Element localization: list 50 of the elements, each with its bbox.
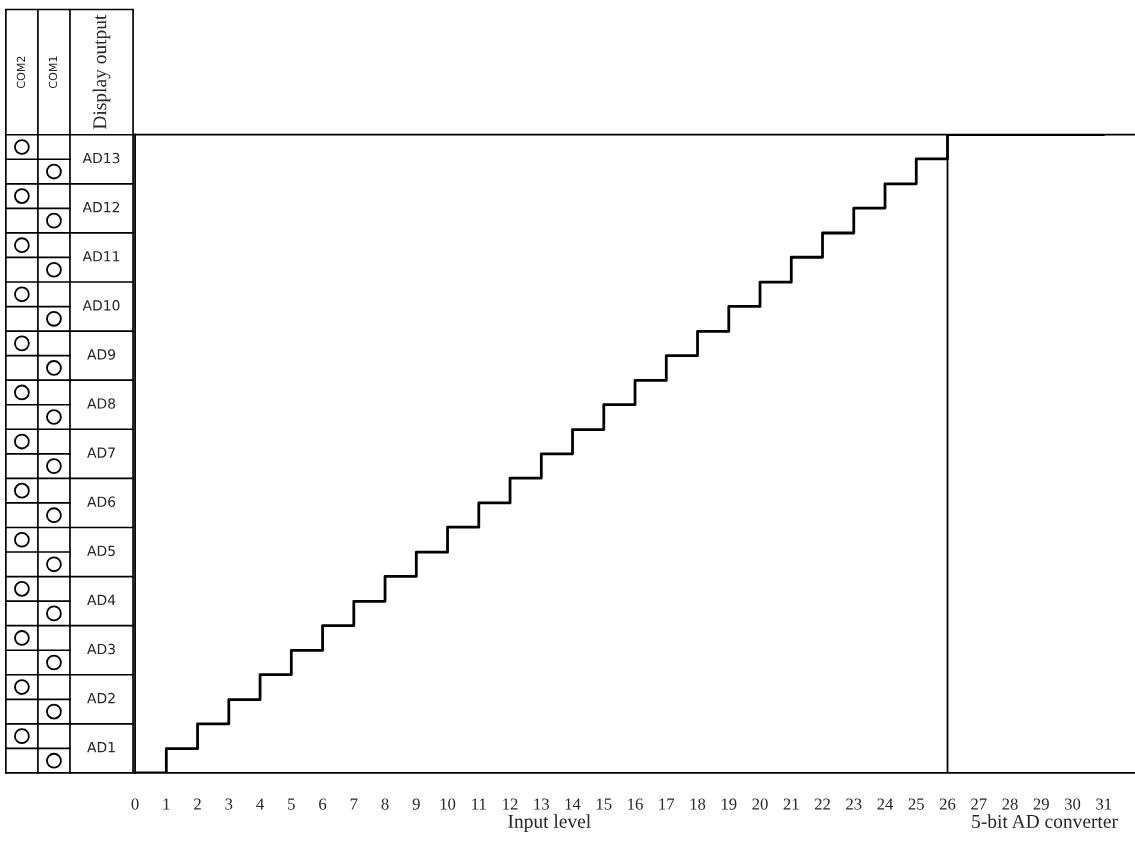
x-tick-label: 9 (412, 798, 420, 810)
text: AD5 (87, 545, 115, 557)
x-tick-label: 7 (350, 798, 358, 810)
x-tick-label: 20 (752, 798, 768, 810)
x-tick-label: 21 (783, 798, 799, 810)
x-tick-label: 28 (1002, 798, 1018, 810)
x-tick-label: 8 (381, 798, 389, 810)
y-axis-title: Display output (92, 14, 111, 130)
x-tick-label: 14 (565, 798, 581, 810)
text: AD8 (87, 398, 116, 409)
x-tick-label: 1 (163, 798, 170, 810)
x-tick-label: 10 (440, 798, 456, 810)
x-tick-label: 17 (659, 798, 675, 810)
x-tick-label: 5 (288, 798, 295, 810)
x-tick-label: 16 (628, 798, 643, 810)
x-tick-label: 18 (690, 798, 706, 810)
x-tick-label: 15 (596, 798, 612, 810)
x-tick-label: 6 (319, 798, 327, 810)
x-axis-title: Input level (508, 814, 591, 832)
text: COM1 (48, 56, 58, 89)
text: AD13 (82, 152, 120, 164)
text: 5-bit AD converter (972, 814, 1118, 828)
x-tick-label: 12 (503, 798, 518, 810)
text: COM2 (16, 56, 26, 89)
x-tick-label: 3 (225, 798, 233, 810)
text: AD4 (87, 594, 116, 605)
x-tick-label: 11 (472, 798, 486, 810)
text: AD11 (82, 251, 120, 262)
text: AD6 (87, 496, 116, 507)
x-tick-label: 2 (194, 798, 201, 810)
x-tick-label: 26 (939, 798, 956, 810)
x-tick-label: 25 (908, 798, 924, 810)
x-tick-label: 0 (131, 798, 139, 810)
text: AD10 (82, 300, 120, 311)
text: AD9 (87, 349, 116, 360)
x-tick-label: 4 (256, 798, 264, 810)
x-tick-label: 24 (877, 798, 894, 810)
text: AD3 (87, 643, 115, 655)
x-tick-label: 13 (534, 798, 549, 810)
x-tick-label: 19 (721, 798, 737, 810)
x-tick-label: 27 (971, 798, 987, 810)
x-tick-label: 22 (814, 798, 830, 810)
x-tick-label: 29 (1033, 798, 1049, 810)
x-tick-label: 30 (1064, 798, 1081, 810)
text: AD2 (87, 692, 115, 704)
text: AD1 (87, 742, 115, 753)
x-tick-label: 31 (1096, 798, 1112, 810)
text: AD12 (82, 201, 120, 213)
x-tick-label: 23 (846, 798, 862, 810)
text: AD7 (87, 447, 115, 458)
